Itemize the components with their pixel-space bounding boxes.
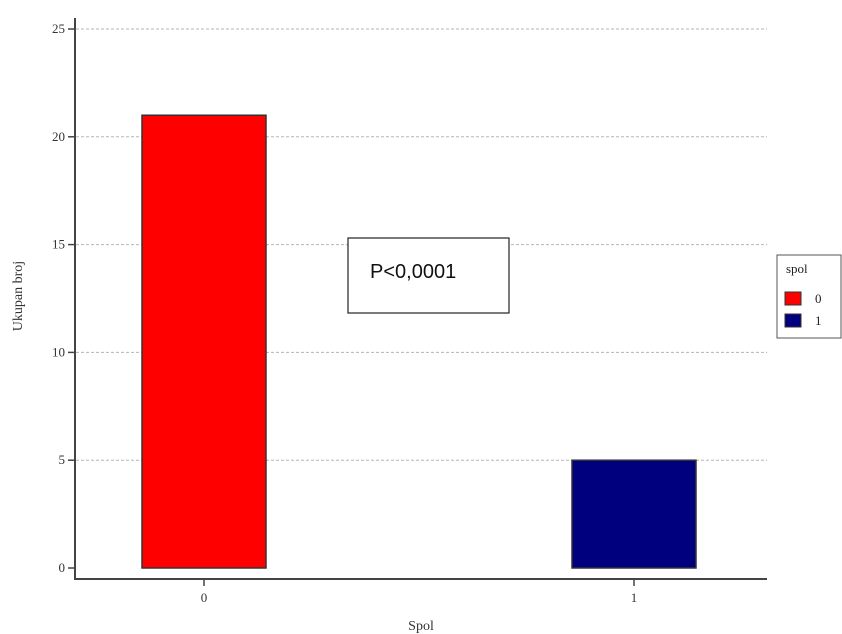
x-tick-label: 1 bbox=[631, 590, 638, 605]
y-tick-label: 0 bbox=[59, 560, 66, 575]
annotation-frame bbox=[347, 237, 510, 314]
y-tick-label: 20 bbox=[52, 129, 65, 144]
legend-title: spol bbox=[786, 261, 808, 276]
annotation-box: P<0,0001 bbox=[347, 237, 510, 314]
axes bbox=[74, 18, 767, 580]
annotation-text: P<0,0001 bbox=[370, 261, 456, 283]
x-tick-label: 0 bbox=[201, 590, 208, 605]
bar-0 bbox=[141, 114, 267, 569]
y-tick-label: 15 bbox=[52, 237, 65, 252]
y-tick-label: 5 bbox=[59, 452, 66, 467]
y-tick-label: 10 bbox=[52, 344, 65, 359]
legend-label: 0 bbox=[815, 291, 822, 306]
y-tick-label: 25 bbox=[52, 21, 65, 36]
y-axis-title: Ukupan broj bbox=[11, 261, 26, 331]
bars bbox=[141, 114, 697, 569]
y-ticks: 0 5 10 15 20 25 bbox=[52, 21, 75, 575]
legend: spol 0 1 bbox=[776, 254, 842, 339]
legend-swatch bbox=[784, 291, 802, 306]
legend-swatch bbox=[784, 313, 802, 328]
bar-1 bbox=[571, 459, 697, 569]
legend-label: 1 bbox=[815, 313, 822, 328]
x-axis-title: Spol bbox=[408, 619, 434, 634]
